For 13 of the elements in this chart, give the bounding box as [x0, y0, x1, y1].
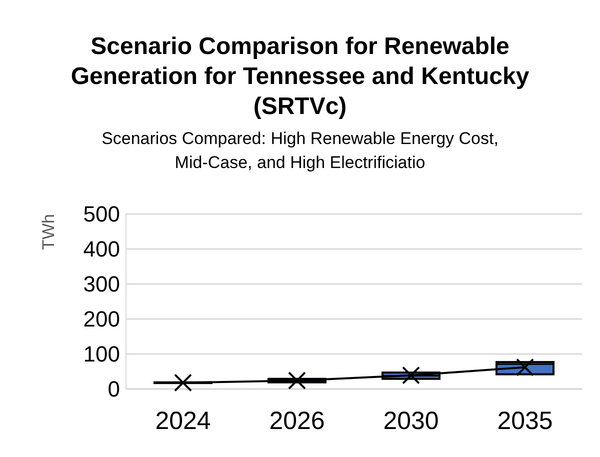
y-tick-label: 200 [83, 306, 120, 332]
chart-subtitle: Scenarios Compared: High Renewable Energy Cost, Mid-Case, and High Electrificiatio [102, 129, 498, 172]
chart-title: Scenario Comparison for Renewable Generation for Tennessee and Kentucky (SRTVc) [70, 33, 530, 120]
y-tick-label: 100 [83, 342, 120, 367]
x-tick-label: 2030 [383, 407, 439, 435]
x-tick-label: 2035 [497, 407, 553, 435]
y-axis-title: TWh [39, 214, 58, 250]
x-tick-label: 2024 [155, 407, 211, 435]
y-tick-label: 500 [83, 202, 120, 227]
y-tick-label: 300 [83, 272, 120, 297]
y-tick-label: 400 [83, 236, 120, 262]
y-tick-label: 0 [108, 376, 120, 402]
x-tick-label: 2026 [269, 407, 325, 435]
